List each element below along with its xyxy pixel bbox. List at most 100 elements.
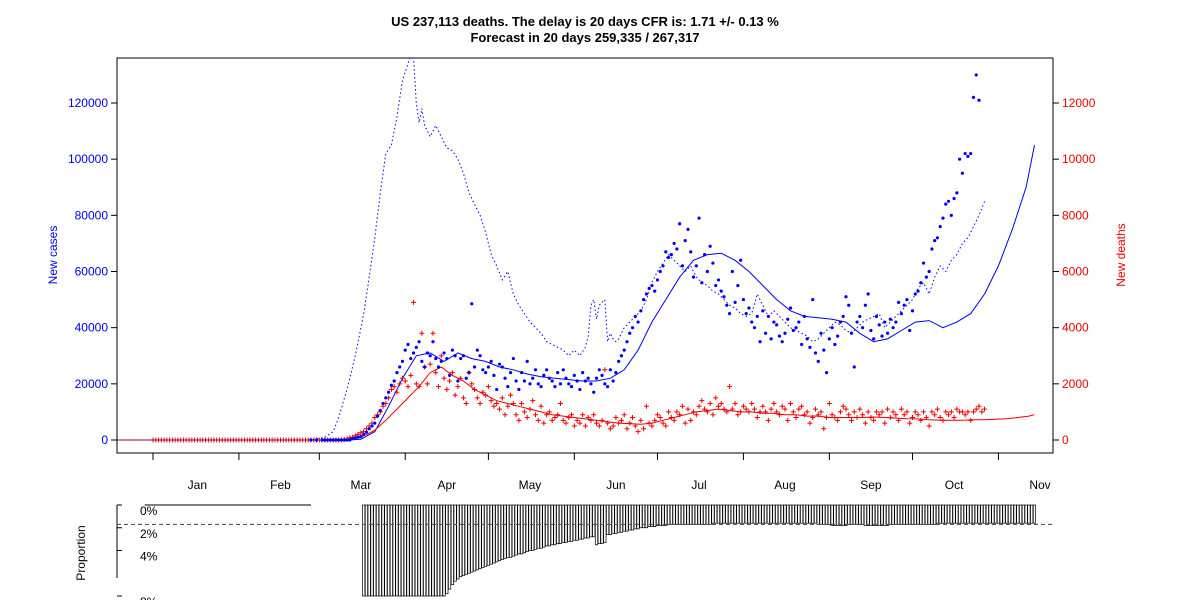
case-point <box>752 326 757 330</box>
death-point <box>835 417 841 423</box>
proportion-bar <box>974 504 978 524</box>
proportion-bar <box>747 504 751 524</box>
proportion-bar <box>935 504 939 524</box>
proportion-bar <box>517 504 521 555</box>
death-point <box>774 409 780 415</box>
death-point <box>480 389 486 395</box>
case-point <box>885 331 890 335</box>
case-point <box>411 351 416 355</box>
case-point <box>362 432 366 436</box>
proportion-bar <box>436 504 441 597</box>
proportion-bar <box>547 504 551 547</box>
right-y-tick-label: 6000 <box>1062 265 1089 279</box>
case-point <box>478 354 482 358</box>
proportion-bar <box>583 504 587 539</box>
proportion-bar <box>533 504 538 550</box>
case-point <box>464 376 468 380</box>
case-point <box>545 368 549 372</box>
death-point <box>771 400 777 406</box>
proportion-bar <box>786 504 790 524</box>
proportion-bar <box>387 504 391 597</box>
death-point <box>560 417 566 423</box>
death-point <box>677 412 683 418</box>
death-point <box>513 412 519 418</box>
case-point <box>816 359 820 363</box>
death-point <box>943 409 949 415</box>
death-point <box>449 370 455 376</box>
right-y-tick-label: 10000 <box>1062 152 1096 166</box>
case-point <box>470 302 474 306</box>
proportion-bar <box>539 504 543 549</box>
death-point <box>638 417 644 423</box>
death-point <box>887 415 893 421</box>
case-point <box>741 297 746 302</box>
case-point <box>697 216 701 220</box>
death-point <box>691 409 697 415</box>
proportion-bar <box>863 504 867 526</box>
proportion-bar <box>500 504 504 560</box>
case-point <box>847 303 851 307</box>
proportion-bar <box>606 504 610 535</box>
case-point <box>797 320 801 324</box>
case-point <box>1027 0 1030 2</box>
case-point <box>944 202 948 206</box>
right-y-tick-label: 8000 <box>1062 208 1089 222</box>
death-point <box>754 415 760 421</box>
plot-series <box>117 0 1035 443</box>
case-point <box>755 314 759 319</box>
death-point <box>408 372 414 378</box>
proportion-bar <box>686 504 690 525</box>
case-point <box>375 414 380 418</box>
case-point <box>869 328 873 333</box>
case-point <box>436 365 441 369</box>
proportion-bar <box>531 504 535 551</box>
proportion-bar <box>522 504 526 554</box>
death-point <box>688 417 694 423</box>
case-point <box>977 98 981 102</box>
death-point <box>832 415 838 421</box>
case-point <box>403 348 407 352</box>
death-point <box>932 412 938 418</box>
case-point <box>484 371 488 375</box>
proportion-bar <box>958 504 962 524</box>
death-point <box>693 412 699 418</box>
death-point <box>413 381 419 387</box>
proportion-bar <box>664 504 668 526</box>
case-point <box>522 379 527 383</box>
death-point <box>541 420 547 426</box>
proportion-bar <box>536 504 540 549</box>
proportion-bar <box>497 504 502 562</box>
proportion-bar <box>980 504 984 524</box>
case-point <box>373 421 377 425</box>
case-point <box>894 320 898 324</box>
death-point <box>666 409 672 415</box>
death-point <box>840 403 846 409</box>
case-point <box>630 326 635 330</box>
death-point <box>779 403 785 409</box>
case-point <box>475 348 479 352</box>
case-point <box>553 385 557 389</box>
death-point <box>458 375 464 381</box>
case-point <box>705 269 709 274</box>
proportion-bar <box>564 504 568 543</box>
case-point <box>678 222 682 226</box>
case-point <box>614 371 618 375</box>
death-point <box>627 420 633 426</box>
death-point <box>909 415 915 421</box>
proportion-bar <box>1013 504 1017 524</box>
proportion-bar <box>714 504 718 524</box>
case-point <box>628 331 632 335</box>
proportion-bar <box>459 504 463 578</box>
case-point <box>558 382 563 386</box>
death-point <box>715 403 721 409</box>
left-y-tick-label: 20000 <box>75 377 109 391</box>
death-point <box>402 378 408 384</box>
case-point <box>664 250 668 254</box>
proportion-bar <box>669 504 673 525</box>
case-point <box>691 275 696 279</box>
proportion-bar <box>938 504 942 524</box>
proportion-bar <box>697 504 701 525</box>
proportion-bar <box>614 504 618 534</box>
case-point <box>434 356 438 361</box>
case-point <box>326 438 330 442</box>
